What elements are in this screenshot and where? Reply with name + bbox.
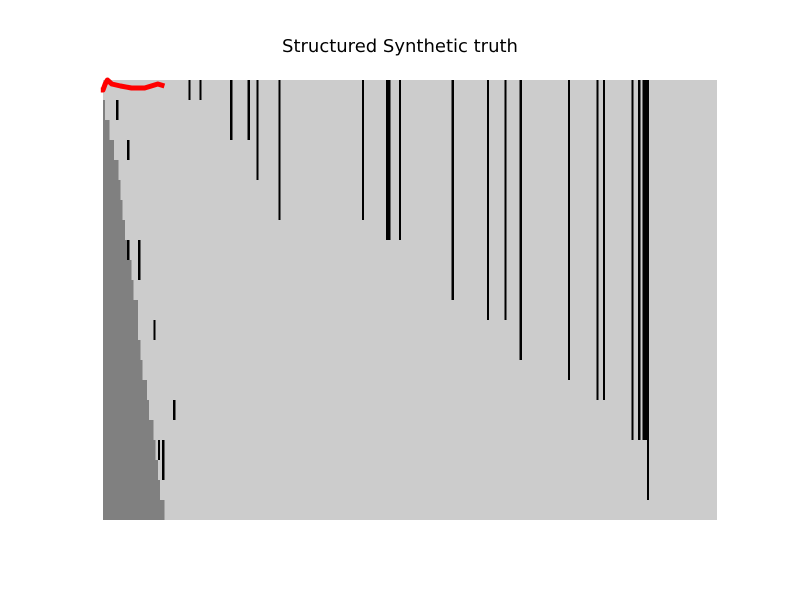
overlay-line (100, 77, 166, 93)
event-bar (153, 320, 156, 340)
event-bar (486, 80, 489, 320)
event-bar (230, 80, 233, 140)
event-bar (173, 400, 176, 420)
observed-region-row (103, 260, 132, 280)
event-bar (399, 80, 402, 240)
heatmap-background (103, 80, 717, 520)
observed-region-row (103, 480, 161, 500)
event-bar (157, 440, 161, 460)
observed-region-row (103, 180, 121, 200)
event-bar (451, 80, 454, 300)
observed-region-row (103, 140, 114, 160)
observed-region-row (103, 380, 147, 400)
observed-region-row (103, 220, 125, 240)
observed-region-row (103, 100, 106, 120)
event-bar (567, 80, 571, 380)
observed-region-row (103, 160, 119, 180)
event-bar (278, 80, 281, 220)
observed-region-row (103, 500, 165, 520)
event-bar (127, 240, 130, 260)
event-bar (644, 80, 647, 440)
observed-region-row (103, 340, 141, 360)
observed-region-row (103, 120, 110, 140)
event-bar (116, 100, 119, 120)
event-bar (504, 80, 507, 320)
event-bar (188, 80, 191, 100)
event-bar (642, 80, 645, 440)
observed-region-row (103, 440, 156, 460)
event-bar (596, 80, 599, 400)
observed-region-row (103, 400, 150, 420)
observed-region-row (103, 300, 139, 320)
observed-region-row (103, 360, 143, 380)
observed-region-row (103, 200, 123, 220)
event-bar (247, 80, 250, 140)
chart-title: Structured Synthetic truth (282, 36, 518, 57)
event-bar (361, 80, 364, 220)
observed-region-row (103, 240, 130, 260)
event-bar (646, 80, 650, 500)
observed-region-row (103, 460, 158, 480)
event-bar (138, 240, 141, 280)
event-bar (127, 140, 130, 160)
event-bar (638, 80, 641, 440)
event-bar (388, 80, 391, 240)
observed-region-row (103, 420, 154, 440)
observed-region-row (103, 280, 134, 300)
event-bar (519, 80, 522, 360)
event-bar (256, 80, 259, 180)
event-bar (602, 80, 606, 400)
event-bar (162, 440, 165, 480)
observed-region-row (103, 320, 139, 340)
event-bar (199, 80, 202, 100)
event-bar (385, 80, 389, 240)
event-bar (631, 80, 634, 440)
